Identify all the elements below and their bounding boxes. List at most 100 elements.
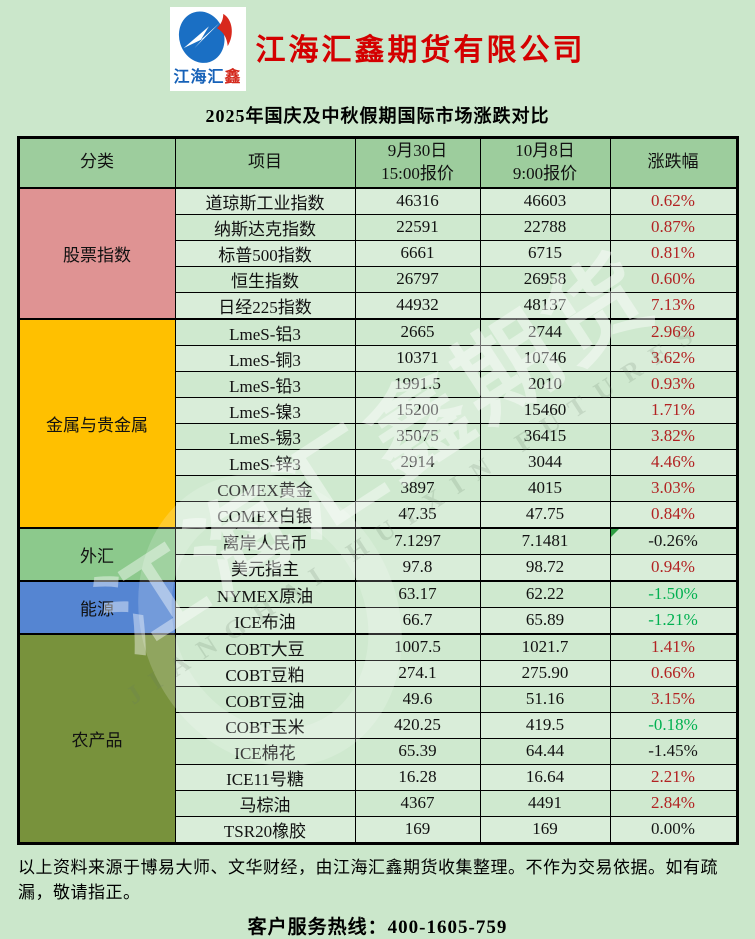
quote1-cell: 65.39: [354, 737, 481, 765]
quote1-cell: 63.17: [354, 579, 481, 608]
change-cell: 0.94%: [609, 553, 738, 581]
col-header-category-label: 分类: [80, 152, 114, 172]
quote1-cell: 2665: [354, 317, 481, 346]
quote2-cell: 47.75: [479, 500, 611, 528]
quote1-cell: 49.6: [354, 685, 481, 713]
item-cell: 纳斯达克指数: [174, 213, 356, 241]
item-cell: 恒生指数: [174, 265, 356, 293]
col-header-change: 涨跌幅: [609, 137, 738, 189]
quote1-cell: 2914: [354, 448, 481, 476]
change-cell: 0.87%: [609, 213, 738, 241]
quote1-cell: 274.1: [354, 659, 481, 687]
table-row: COBT豆油 49.6 51.16 3.15%: [18, 685, 738, 713]
quote2-cell: 22788: [479, 213, 611, 241]
quote1-cell: 46316: [354, 186, 481, 215]
table-row: 日经225指数 44932 48137 7.13%: [18, 291, 738, 319]
table-row: 金属与贵金属 LmeS-铝3 2665 2744 2.96%: [17, 317, 738, 528]
item-cell: ICE11号糖: [174, 763, 356, 791]
col-header-item-label: 项目: [248, 152, 282, 172]
change-cell: -0.18%: [609, 711, 738, 739]
quote2-cell: 275.90: [479, 659, 611, 687]
change-cell: 3.62%: [609, 344, 738, 372]
table-row: ICE棉花 65.39 64.44 -1.45%: [18, 737, 738, 765]
category-cell: 农产品: [17, 632, 176, 844]
change-cell: 4.46%: [609, 448, 738, 476]
item-cell: LmeS-锡3: [174, 422, 356, 450]
table-row: LmeS-锌3 2914 3044 4.46%: [18, 448, 738, 476]
quote1-cell: 7.1297: [354, 526, 481, 555]
company-logo: 江海汇鑫: [169, 7, 246, 91]
change-cell: 2.96%: [609, 317, 738, 346]
change-cell: 3.82%: [609, 422, 738, 450]
item-cell: 日经225指数: [174, 291, 356, 319]
change-cell: 1.41%: [609, 632, 738, 661]
change-cell: 0.00%: [609, 815, 738, 844]
logo-text-blue: 江海汇: [173, 69, 225, 86]
quote1-cell: 10371: [354, 344, 481, 372]
change-cell: 2.21%: [609, 763, 738, 791]
category-cell: 股票指数: [17, 186, 176, 319]
table-body: 股票指数 道琼斯工业指数 46316 46603 0.62% 纳斯达克指数 22591 227…: [17, 186, 738, 844]
quote2-cell: 46603: [479, 186, 611, 215]
quote2-cell: 26958: [479, 265, 611, 293]
category-cell: 外汇: [17, 526, 176, 581]
logo-text: 江海汇鑫: [173, 69, 241, 87]
item-cell: COMEX白银: [174, 500, 356, 528]
page-header: 江海汇鑫 江海汇鑫期货有限公司: [0, 0, 755, 96]
quote2-cell: 4491: [479, 789, 611, 817]
quote2-cell: 15460: [479, 396, 611, 424]
col-header-quote1: 9月30日 15:00报价: [354, 137, 481, 189]
quote1-cell: 1991.5: [354, 370, 481, 398]
quote1-cell: 47.35: [354, 500, 481, 528]
category-cell: 能源: [17, 579, 176, 634]
header-row: 分类 项目 9月30日 15:00报价 10月8日 9:00报价 涨跌幅: [17, 137, 738, 189]
table-row: LmeS-镍3 15200 15460 1.71%: [18, 396, 738, 424]
col-header-category: 分类: [17, 137, 176, 189]
page-title: 2025年国庆及中秋假期国际市场涨跌对比: [205, 106, 550, 126]
quote2-cell: 169: [479, 815, 611, 844]
item-cell: COBT玉米: [174, 711, 356, 739]
table-row: ICE11号糖 16.28 16.64 2.21%: [18, 763, 738, 791]
quote1-cell: 15200: [354, 396, 481, 424]
quote1-cell: 420.25: [354, 711, 481, 739]
service-hotline: 客户服务热线：400-1605-759: [247, 916, 508, 938]
change-cell: 0.66%: [609, 659, 738, 687]
logo-text-red: 鑫: [224, 69, 242, 86]
quote1-cell: 35075: [354, 422, 481, 450]
item-cell: 美元指主: [174, 553, 356, 581]
change-cell: -1.45%: [609, 737, 738, 765]
quote2-cell: 3044: [479, 448, 611, 476]
change-cell: 0.60%: [609, 265, 738, 293]
col-header-change-label: 涨跌幅: [647, 152, 699, 172]
change-cell: 0.84%: [609, 500, 738, 528]
change-cell: 2.84%: [609, 789, 738, 817]
item-cell: ICE布油: [174, 606, 356, 634]
table-row: ICE布油 66.7 65.89 -1.21%: [18, 606, 738, 634]
item-cell: LmeS-镍3: [174, 396, 356, 424]
table-row: LmeS-锡3 35075 36415 3.82%: [18, 422, 738, 450]
item-cell: LmeS-铅3: [174, 370, 356, 398]
quote1-cell: 44932: [354, 291, 481, 319]
quote2-cell: 10746: [479, 344, 611, 372]
col-header-quote2-time: 9:00报价: [512, 163, 578, 183]
table-row: 股票指数 道琼斯工业指数 46316 46603 0.62%: [17, 186, 738, 319]
quote1-cell: 3897: [354, 474, 481, 502]
change-cell: -1.21%: [609, 606, 738, 634]
quote2-cell: 2744: [479, 317, 611, 346]
quote2-cell: 7.1481: [479, 526, 611, 555]
quote2-cell: 6715: [479, 239, 611, 267]
change-cell: -0.26%: [609, 526, 738, 555]
category-cell: 金属与贵金属: [17, 317, 176, 528]
col-header-quote2: 10月8日 9:00报价: [479, 137, 611, 189]
change-cell: 0.62%: [609, 186, 738, 215]
quote2-cell: 48137: [479, 291, 611, 319]
logo-emblem-icon: [178, 11, 232, 63]
col-header-quote1-date: 9月30日: [387, 140, 448, 160]
item-cell: ICE棉花: [174, 737, 356, 765]
table-header: 分类 项目 9月30日 15:00报价 10月8日 9:00报价 涨跌幅: [17, 137, 738, 189]
quote2-cell: 62.22: [479, 579, 611, 608]
quote1-cell: 26797: [354, 265, 481, 293]
table-row: 美元指主 97.8 98.72 0.94%: [18, 553, 738, 581]
table-row: COBT玉米 420.25 419.5 -0.18%: [18, 711, 738, 739]
